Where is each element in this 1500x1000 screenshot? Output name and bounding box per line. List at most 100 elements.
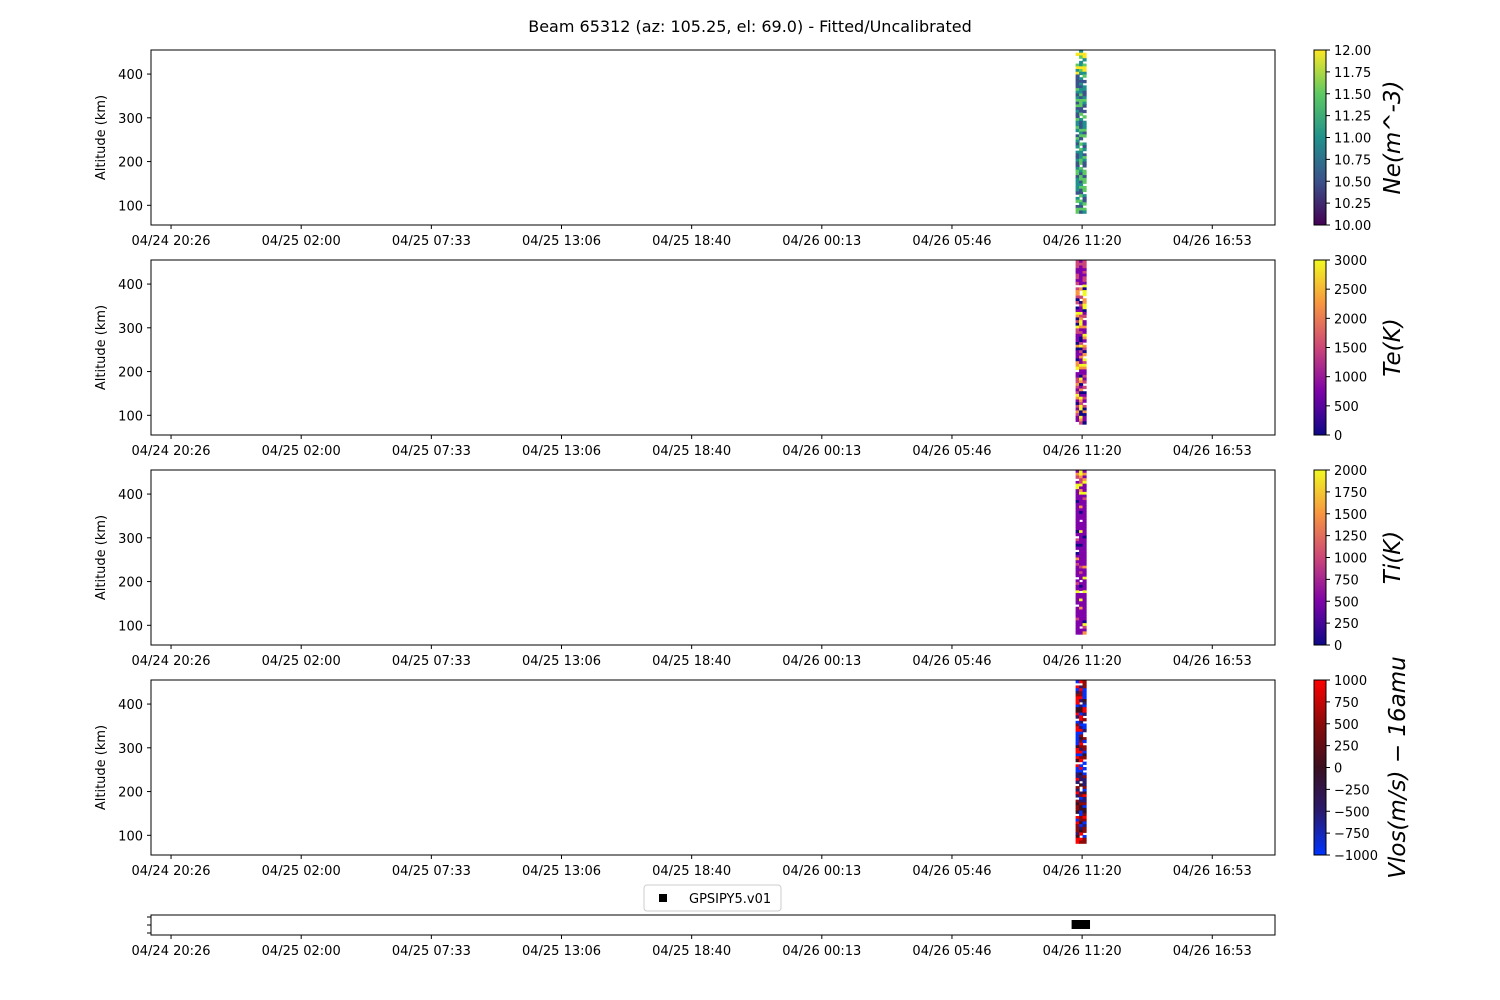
heatmap-cell [1079,546,1084,550]
heatmap-cell [1082,194,1087,198]
colorbar-tick-label: 500 [1334,718,1359,733]
heatmap-cell [1082,260,1087,264]
heatmap-cell [1075,728,1080,733]
heatmap-cell [1075,112,1080,116]
heatmap-cell [1079,71,1084,76]
heatmap-cell [1079,317,1084,321]
heatmap-cell [1082,404,1087,409]
heatmap-cell [1075,704,1080,708]
heatmap-cell [1082,88,1087,92]
y-tick-label: 300 [118,112,143,127]
heatmap-cell [1082,391,1087,395]
colorbar-tick-label: −1000 [1334,849,1378,864]
heatmap-cell [1082,331,1087,335]
heatmap-cell [1082,576,1087,580]
heatmap-cell [1075,126,1080,130]
colorbar-tick-label: 0 [1334,429,1342,444]
heatmap-cell [1079,194,1084,198]
heatmap-cell [1082,145,1087,149]
heatmap-cell [1082,693,1087,697]
heatmap-cell [1079,715,1084,719]
heatmap-cell [1075,562,1080,567]
x-tick-label: 04/26 16:53 [1173,234,1252,249]
colorbar-tick-label: 10.00 [1334,219,1371,234]
heatmap-cell [1082,696,1087,700]
heatmap-cell [1075,123,1080,127]
heatmap-cell [1075,142,1080,146]
heatmap-cell [1075,90,1080,95]
heatmap-cell [1079,497,1084,501]
colorbar-tick-label: 750 [1334,573,1359,588]
heatmap-cell [1075,552,1080,556]
heatmap-cell [1079,818,1084,823]
heatmap-cell [1082,328,1087,332]
heatmap-cell [1075,802,1080,806]
heatmap-cell [1075,480,1080,485]
colorbar-tick-label: 1500 [1334,508,1367,523]
heatmap-cell [1079,693,1084,697]
heatmap-cell [1079,587,1084,591]
x-tick-label: 04/25 07:33 [392,444,471,459]
x-tick-label: 04/25 18:40 [652,234,731,249]
heatmap-cell [1075,339,1080,343]
heatmap-cell [1082,202,1087,206]
plot-frame [150,914,1276,936]
colorbar-tick-label: 10.75 [1334,153,1371,168]
heatmap-cell [1075,79,1080,84]
heatmap-cell [1082,311,1087,316]
heatmap-cell [1079,552,1084,556]
heatmap-cell [1075,374,1080,379]
heatmap-cell [1079,104,1084,108]
y-tick-label: 400 [118,68,143,83]
heatmap-cell [1075,205,1080,209]
heatmap-cell [1079,342,1084,346]
heatmap-cell [1082,287,1087,291]
heatmap-cell [1075,764,1080,768]
heatmap-cell [1075,606,1080,611]
heatmap-cell [1082,177,1087,182]
heatmap-cell [1082,358,1087,362]
x-tick-label: 04/26 05:46 [912,654,991,669]
heatmap-cell [1079,279,1084,283]
heatmap-cell [1075,824,1080,828]
heatmap-cell [1075,494,1080,498]
heatmap-cell [1075,832,1080,836]
heatmap-cell [1075,486,1080,490]
heatmap-cell [1082,393,1087,398]
heatmap-cell [1082,147,1087,152]
colorbar-tick-label: 10.25 [1334,197,1371,212]
heatmap-cell [1082,421,1087,425]
plot-frame [150,469,1276,646]
heatmap-cell [1075,407,1080,411]
colorbar-tick-label: 2500 [1334,283,1367,298]
heatmap-cell [1082,292,1087,297]
heatmap-cell [1079,554,1084,559]
heatmap-cell [1079,480,1084,485]
heatmap-cell [1079,336,1084,340]
heatmap-cell [1079,355,1084,360]
heatmap-cell [1075,712,1080,716]
heatmap-cell [1082,805,1087,809]
heatmap-cell [1082,156,1087,160]
heatmap-cell [1075,306,1080,310]
heatmap-cell [1082,265,1087,269]
heatmap-cell [1079,295,1084,299]
y-tick-label: 300 [118,532,143,547]
heatmap-cell [1075,180,1080,184]
heatmap-cell [1075,71,1080,76]
heatmap-cell [1082,565,1087,570]
x-tick-label: 04/24 20:26 [132,864,211,879]
heatmap-cell [1079,202,1084,206]
heatmap-cell [1082,142,1087,146]
heatmap-cell [1082,601,1087,605]
heatmap-cell [1075,685,1080,689]
heatmap-cell [1079,777,1084,782]
heatmap-cell [1079,832,1084,836]
heatmap-cell [1075,134,1080,138]
heatmap-cell [1075,265,1080,269]
x-tick-label: 04/26 11:20 [1043,654,1122,669]
heatmap-cell [1075,361,1080,365]
heatmap-cell [1082,284,1087,288]
heatmap-cell [1075,188,1080,193]
heatmap-cell [1082,399,1087,403]
